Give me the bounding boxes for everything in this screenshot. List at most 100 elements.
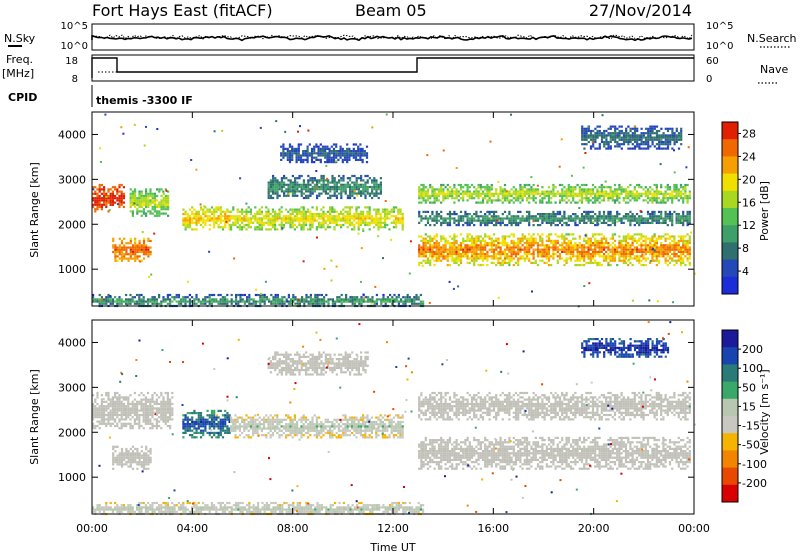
power-scatter-cell [634, 224, 636, 226]
power-scatter-cell [480, 220, 482, 222]
power-scatter-cell [99, 301, 101, 303]
power-scatter-cell [121, 301, 123, 303]
power-scatter-cell [603, 249, 605, 251]
power-scatter-cell [130, 242, 132, 244]
power-scatter-cell [680, 260, 682, 262]
power-scatter-cell [621, 139, 623, 141]
power-scatter-cell [568, 244, 570, 246]
power-scatter-cell [583, 211, 585, 213]
power-scatter-cell [680, 191, 682, 193]
power-scatter-cell [453, 238, 455, 240]
power-scatter-cell [456, 251, 458, 253]
power-scatter-cell [577, 202, 579, 204]
power-scatter-cell [497, 240, 499, 242]
power-scatter-cell [272, 186, 274, 188]
power-scatter-cell [311, 152, 313, 154]
power-scatter-cell [318, 224, 320, 226]
power-scatter-cell [149, 191, 151, 193]
power-scatter-cell [508, 249, 510, 251]
power-scatter-cell [355, 159, 357, 161]
power-scatter-cell [566, 253, 568, 255]
power-scatter-cell [359, 148, 361, 150]
power-scatter-cell [603, 141, 605, 143]
power-scatter-cell [427, 249, 429, 251]
power-scatter-cell [537, 242, 539, 244]
power-scatter-cell [506, 257, 508, 259]
power-scatter-cell [649, 249, 651, 251]
power-scatter-cell [625, 193, 627, 195]
power-scatter-cell [402, 228, 404, 230]
power-scatter-cell [438, 220, 440, 222]
power-scatter-cell [338, 186, 340, 188]
power-scatter-cell [270, 224, 272, 226]
power-scatter-cell [480, 251, 482, 253]
cpid-text: themis -3300 IF [96, 94, 193, 107]
power-scatter-cell [561, 249, 563, 251]
power-scatter-cell [151, 296, 153, 298]
power-scatter-cell [599, 186, 601, 188]
power-scatter-cell [548, 255, 550, 257]
power-scatter-cell [546, 215, 548, 217]
power-scatter-cell [623, 262, 625, 264]
power-scatter-cell [588, 242, 590, 244]
power-scatter-cell [462, 217, 464, 219]
power-scatter-cell [533, 242, 535, 244]
power-scatter-cell [218, 217, 220, 219]
power-scatter-cell [618, 253, 620, 255]
power-scatter-cell [369, 193, 371, 195]
power-scatter-cell [382, 296, 384, 298]
power-scatter-cell [96, 188, 98, 190]
power-scatter-cell [673, 188, 675, 190]
power-scatter-cell [349, 217, 351, 219]
power-scatter-cell [546, 257, 548, 259]
power-scatter-cell [594, 134, 596, 136]
power-scatter-cell [493, 217, 495, 219]
power-scatter-cell [245, 224, 247, 226]
power-scatter-cell [371, 197, 373, 199]
power-scatter-cell [583, 134, 585, 136]
power-scatter-cell [528, 188, 530, 190]
power-scatter-cell [541, 238, 543, 240]
power-scatter-cell [559, 253, 561, 255]
power-scatter-cell [643, 240, 645, 242]
power-scatter-cell [682, 238, 684, 240]
power-scatter-cell [398, 303, 400, 305]
power-scatter-cell [469, 191, 471, 193]
power-scatter-cell [522, 244, 524, 246]
power-scatter-cell [272, 193, 274, 195]
power-scatter-cell [140, 298, 142, 300]
power-scatter-cell [641, 137, 643, 139]
power-scatter-cell [283, 217, 285, 219]
power-scatter-cell [597, 148, 599, 150]
power-scatter-cell [272, 226, 274, 228]
power-scatter-cell [105, 303, 107, 305]
power-scatter-cell [336, 296, 338, 298]
power-scatter-cell [167, 197, 169, 199]
power-scatter-cell [572, 255, 574, 257]
power-scatter-cell [486, 253, 488, 255]
power-scatter-cell [473, 217, 475, 219]
power-scatter-cell [250, 211, 252, 213]
power-scatter-cell [373, 195, 375, 197]
power-scatter-cell [537, 220, 539, 222]
power-scatter-cell [425, 242, 427, 244]
power-scatter-cell [456, 195, 458, 197]
power-scatter-cell [647, 213, 649, 215]
power-scatter-cell [500, 246, 502, 248]
power-scatter-cell [130, 253, 132, 255]
power-scatter-cell [303, 303, 305, 305]
power-scatter-cell [429, 202, 431, 204]
power-scatter-cell [143, 244, 145, 246]
power-scatter-cell [601, 141, 603, 143]
power-scatter-cell [283, 175, 285, 177]
power-scatter-cell [649, 126, 651, 128]
power-scatter-cell [322, 217, 324, 219]
power-scatter-cell [528, 197, 530, 199]
power-scatter-cell [526, 188, 528, 190]
power-scatter-cell [458, 244, 460, 246]
power-scatter-cell [577, 224, 579, 226]
power-scatter-cell [294, 215, 296, 217]
power-scatter-cell [658, 215, 660, 217]
power-scatter-cell [151, 301, 153, 303]
power-scatter-cell [141, 193, 143, 195]
